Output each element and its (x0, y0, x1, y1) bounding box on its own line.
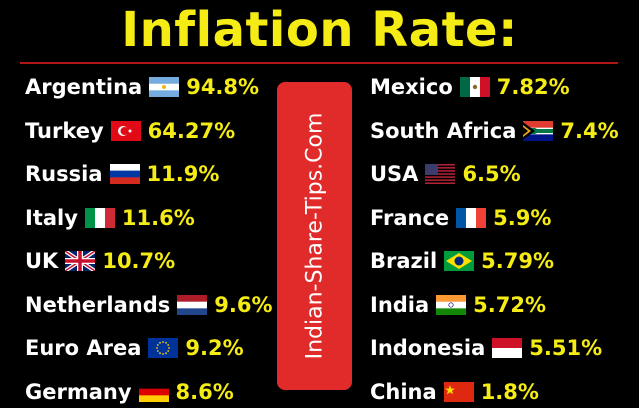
flag-icon (443, 381, 474, 402)
inflation-rate: 6.5% (462, 162, 521, 186)
country-name: Argentina (25, 75, 143, 99)
flag-icon (459, 77, 490, 97)
country-row: Euro Area 9.2% (25, 334, 244, 362)
inflation-rate: 9.6% (214, 292, 273, 317)
inflation-rate: 5.72% (473, 292, 547, 317)
country-row: USA 6.5% (370, 160, 521, 188)
flag-icon (84, 207, 115, 228)
watermark-box: Indian-Share-Tips.Com (277, 82, 352, 390)
inflation-rate: 9.2% (185, 336, 244, 360)
country-name: Brazil (370, 249, 438, 273)
title-rule (20, 62, 618, 64)
flag-icon (177, 294, 208, 315)
inflation-rate: 11.9% (146, 162, 220, 186)
inflation-rate: 94.8% (186, 75, 260, 99)
flag-icon (444, 251, 475, 271)
country-row: Indonesia 5.51% (370, 334, 602, 362)
inflation-rate: 10.7% (102, 249, 176, 273)
country-name: Mexico (370, 75, 453, 99)
country-name: Italy (25, 205, 78, 230)
flag-icon (492, 338, 523, 358)
inflation-rate: 1.8% (480, 379, 539, 404)
country-name: South Africa (370, 118, 517, 143)
country-name: Netherlands (25, 292, 171, 317)
country-name: Turkey (25, 118, 104, 143)
country-row: Italy 11.6% (25, 204, 195, 232)
country-name: Germany (25, 379, 132, 404)
inflation-rate: 5.79% (481, 249, 555, 273)
title: Inflation Rate: (121, 2, 518, 58)
country-row: France 5.9% (370, 204, 551, 232)
country-name: Russia (25, 162, 103, 186)
watermark: Indian-Share-Tips.Com (302, 112, 327, 360)
flag-icon (109, 164, 140, 184)
inflation-rate: 11.6% (121, 205, 195, 230)
inflation-rate: 64.27% (147, 118, 236, 143)
country-row: Turkey 64.27% (25, 117, 235, 145)
country-row: Germany 8.6% (25, 378, 234, 406)
flag-icon (138, 381, 169, 402)
inflation-rate: 5.51% (529, 336, 603, 360)
country-row: South Africa 7.4% (370, 117, 619, 145)
flag-icon (456, 207, 487, 228)
country-name: France (370, 205, 450, 230)
inflation-rate: 5.9% (493, 205, 552, 230)
country-name: UK (25, 249, 59, 273)
country-row: Russia 11.9% (25, 160, 219, 188)
inflation-rate: 7.82% (496, 75, 570, 99)
inflation-rate: 7.4% (560, 118, 619, 143)
country-row: China 1.8% (370, 378, 539, 406)
country-row: UK 10.7% (25, 247, 175, 275)
country-row: India 5.72% (370, 291, 546, 319)
flag-icon (436, 294, 467, 315)
flag-icon (148, 338, 179, 358)
country-name: India (370, 292, 430, 317)
flag-icon (110, 120, 141, 141)
country-name: Euro Area (25, 336, 142, 360)
country-name: China (370, 379, 437, 404)
flag-icon (65, 251, 96, 271)
country-row: Argentina 94.8% (25, 73, 259, 101)
country-name: Indonesia (370, 336, 486, 360)
country-row: Mexico 7.82% (370, 73, 570, 101)
flag-icon (523, 120, 554, 141)
flag-icon (425, 164, 456, 184)
country-row: Brazil 5.79% (370, 247, 554, 275)
flag-icon (149, 77, 180, 97)
country-row: Netherlands 9.6% (25, 291, 273, 319)
country-name: USA (370, 162, 419, 186)
inflation-rate: 8.6% (175, 379, 234, 404)
